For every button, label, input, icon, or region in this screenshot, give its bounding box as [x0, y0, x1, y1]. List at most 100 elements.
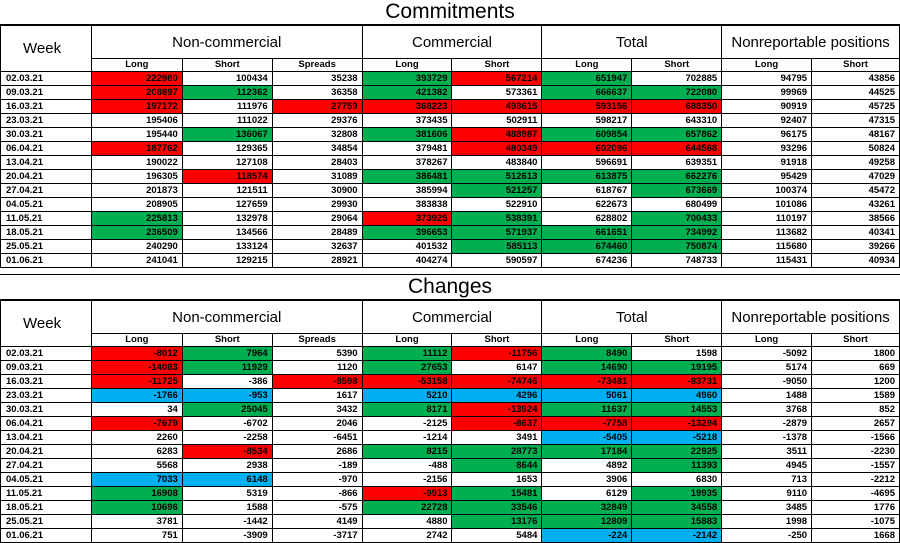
- value-cell: -1566: [811, 430, 900, 445]
- value-cell: 34558: [631, 500, 723, 515]
- value-cell: 47315: [811, 113, 900, 128]
- value-cell: -224: [541, 528, 633, 543]
- week-header: Week: [0, 300, 92, 347]
- changes-title: Changes: [0, 274, 900, 300]
- value-cell: 34: [90, 402, 183, 417]
- value-cell: 644568: [631, 141, 723, 156]
- value-cell: 15883: [631, 514, 723, 529]
- value-cell: -9050: [721, 374, 813, 389]
- value-cell: 195406: [90, 113, 183, 128]
- week-cell: 09.03.21: [0, 360, 92, 375]
- table-row: 18.05.21 236509 134566 28489 396653 571937 661…: [0, 225, 900, 240]
- value-cell: -1075: [811, 514, 900, 529]
- value-cell: 11637: [541, 402, 633, 417]
- value-cell: 5174: [721, 360, 813, 375]
- value-cell: 101086: [721, 197, 813, 212]
- table-row: 30.03.21 34 25045 3432 8171 -13924 11637 14553 3…: [0, 402, 900, 417]
- value-cell: 12809: [541, 514, 633, 529]
- value-cell: 96175: [721, 127, 813, 142]
- value-cell: 2938: [181, 458, 273, 473]
- table-row: 16.03.21 -11725 -386 -8598 -53158 -74746 -7348…: [0, 374, 900, 389]
- value-cell: -866: [271, 486, 363, 501]
- value-cell: -7679: [90, 416, 183, 431]
- col-short: Short: [451, 333, 543, 347]
- value-cell: -386: [181, 374, 273, 389]
- value-cell: 208905: [90, 197, 183, 212]
- value-cell: 28403: [271, 155, 363, 170]
- week-cell: 11.05.21: [0, 211, 92, 226]
- value-cell: 618767: [541, 183, 633, 198]
- value-cell: -250: [721, 528, 813, 543]
- value-cell: 3485: [721, 500, 813, 515]
- week-cell: 01.06.21: [0, 253, 92, 268]
- value-cell: 4892: [541, 458, 633, 473]
- value-cell: -4695: [811, 486, 900, 501]
- table-row: 06.04.21 -7679 -6702 2046 -2125 -8637 -7758 -13…: [0, 416, 900, 431]
- value-cell: 734992: [631, 225, 723, 240]
- value-cell: 602096: [541, 141, 633, 156]
- value-cell: 674460: [541, 239, 633, 254]
- week-cell: 27.04.21: [0, 458, 92, 473]
- value-cell: 567214: [451, 71, 543, 86]
- value-cell: 6830: [631, 472, 723, 487]
- value-cell: 1668: [811, 528, 900, 543]
- commitments-panel: Commitments Week Non-commercial Commerci…: [0, 0, 900, 268]
- value-cell: 14553: [631, 402, 723, 417]
- table-row: 09.03.21 208897 112362 36358 421382 573361 666…: [0, 85, 900, 100]
- value-cell: 45725: [811, 99, 900, 114]
- value-cell: 590597: [451, 253, 543, 268]
- week-cell: 13.04.21: [0, 155, 92, 170]
- value-cell: 241041: [90, 253, 183, 268]
- value-cell: 196305: [90, 169, 183, 184]
- value-cell: 22728: [361, 500, 453, 515]
- value-cell: 11112: [361, 346, 453, 361]
- value-cell: 28489: [271, 225, 363, 240]
- value-cell: 132978: [181, 211, 273, 226]
- total-header: Total: [541, 25, 723, 59]
- week-cell: 30.03.21: [0, 402, 92, 417]
- value-cell: 522910: [451, 197, 543, 212]
- value-cell: 480349: [451, 141, 543, 156]
- value-cell: 673669: [631, 183, 723, 198]
- week-cell: 20.04.21: [0, 169, 92, 184]
- col-short: Short: [631, 333, 723, 347]
- value-cell: -73481: [541, 374, 633, 389]
- value-cell: -970: [271, 472, 363, 487]
- week-cell: 11.05.21: [0, 486, 92, 501]
- value-cell: 3432: [271, 402, 363, 417]
- value-cell: 121511: [181, 183, 273, 198]
- value-cell: -3909: [181, 528, 273, 543]
- value-cell: 1200: [811, 374, 900, 389]
- week-cell: 02.03.21: [0, 346, 92, 361]
- value-cell: 9110: [721, 486, 813, 501]
- value-cell: 45472: [811, 183, 900, 198]
- col-spreads: Spreads: [271, 58, 363, 72]
- table-row: 11.05.21 16908 5319 -866 -9913 15481 6129 19935…: [0, 486, 900, 501]
- value-cell: 613875: [541, 169, 633, 184]
- value-cell: 688350: [631, 99, 723, 114]
- value-cell: -53158: [361, 374, 453, 389]
- value-cell: 666637: [541, 85, 633, 100]
- value-cell: 622673: [541, 197, 633, 212]
- value-cell: 32849: [541, 500, 633, 515]
- value-cell: 95429: [721, 169, 813, 184]
- value-cell: 596691: [541, 155, 633, 170]
- table-row: 16.03.21 197172 111976 27759 368223 498615 593…: [0, 99, 900, 114]
- col-long: Long: [721, 58, 813, 72]
- week-cell: 01.06.21: [0, 528, 92, 543]
- value-cell: 598217: [541, 113, 633, 128]
- value-cell: -6702: [181, 416, 273, 431]
- week-cell: 09.03.21: [0, 85, 92, 100]
- table-row: 27.04.21 5568 2938 -189 -488 8644 4892 11393 494…: [0, 458, 900, 473]
- value-cell: 3906: [541, 472, 633, 487]
- value-cell: 713: [721, 472, 813, 487]
- value-cell: 208897: [90, 85, 183, 100]
- value-cell: 19935: [631, 486, 723, 501]
- value-cell: 538391: [451, 211, 543, 226]
- value-cell: 240290: [90, 239, 183, 254]
- value-cell: -1378: [721, 430, 813, 445]
- week-cell: 04.05.21: [0, 197, 92, 212]
- week-cell: 20.04.21: [0, 444, 92, 459]
- value-cell: -13924: [451, 402, 543, 417]
- value-cell: -2142: [631, 528, 723, 543]
